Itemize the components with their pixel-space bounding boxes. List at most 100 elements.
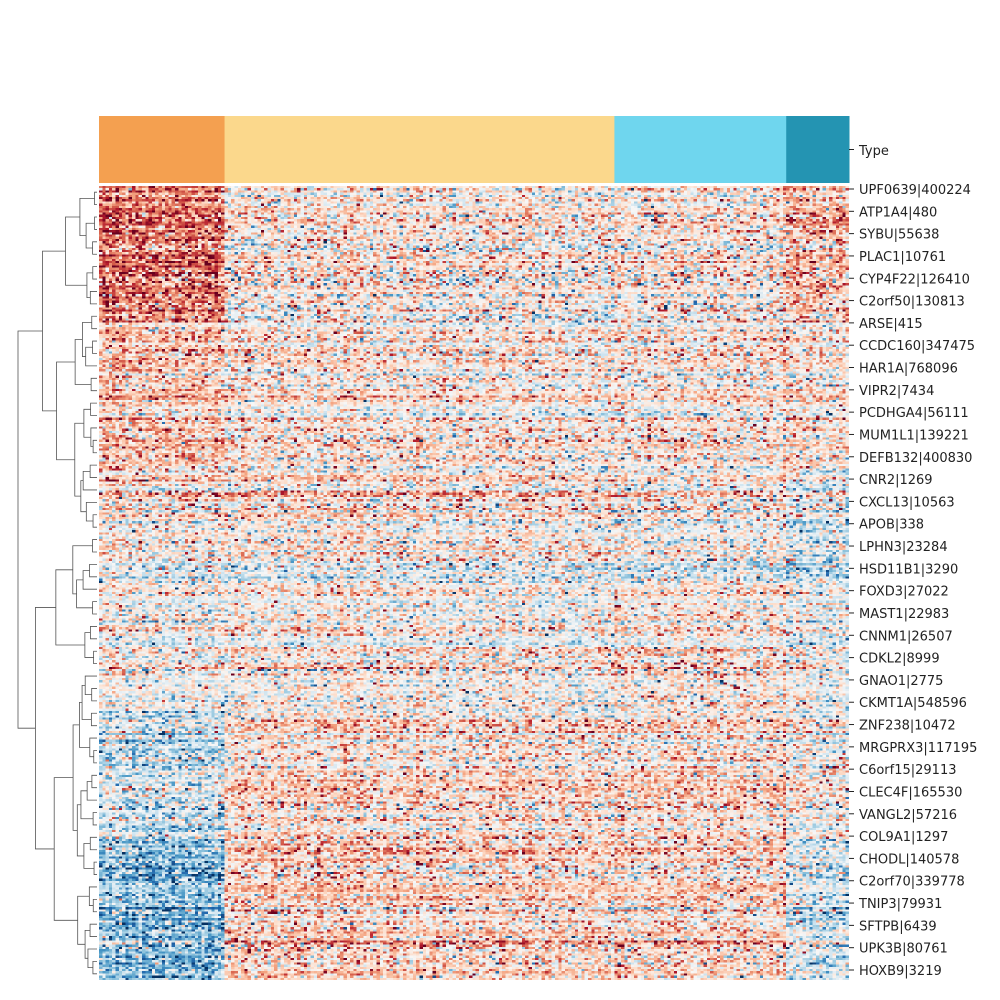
dendrogram-branch [76,804,84,857]
row-label: MAST1|22983 [859,607,949,622]
dendrogram-branch [90,427,97,447]
dendrogram-branch [89,737,97,758]
row-label: TNIP3|79931 [858,897,942,912]
dendrogram-branch [93,750,97,764]
dendrogram-branch [79,702,90,748]
row-label: HSD11B1|3290 [859,562,958,577]
row-label: CNR2|1269 [859,473,933,488]
annotation-label: Type [858,144,889,159]
dendrogram-branch [82,322,92,357]
dendrogram-branch [74,339,92,385]
dendrogram-branch [92,960,97,975]
dendrogram-branch [86,272,93,299]
heatmap-body [99,186,849,980]
dendrogram-branch [76,579,93,609]
dendrogram-branch [86,781,97,801]
row-label: PLAC1|10761 [859,250,946,265]
dendrogram-branch [35,607,56,850]
row-label: DEFB132|400830 [859,451,972,466]
row-label: VANGL2|57216 [859,808,957,823]
dendrogram-branch [74,422,84,497]
dendrogram-branch [85,501,97,522]
dendrogram-branch [72,545,93,595]
row-label: COL9A1|1297 [859,830,948,845]
dendrogram-branch [85,222,95,249]
row-label: LPHN3|23284 [859,540,948,555]
dendrogram-branch [77,895,90,945]
dendrogram-branch [92,514,97,528]
dendrogram-branch [92,812,97,826]
dendrogram-branch [89,464,97,478]
dendrogram-branch [53,777,78,921]
dendrogram-branch [56,361,76,461]
dendrogram-branch [90,377,97,392]
dendrogram-branch [65,216,87,286]
dendrogram-branch [89,836,97,851]
dendrogram-branch [84,675,97,696]
row-label: CXCL13|10563 [859,495,955,510]
dendrogram-branch [92,340,97,354]
dendrogram-branch [90,626,97,640]
row-label: SYBU|55638 [859,228,939,243]
dendrogram-branch [83,408,91,438]
row-tick-labels: UPF0639|400224 ATP1A4|480 SYBU|55638 PLAC1|… [849,183,977,979]
row-label: FOXD3|27022 [859,585,949,600]
dendrogram-branch [92,601,97,615]
row-label: CCDC160|347475 [859,339,975,354]
dendrogram-branch [94,191,97,206]
column-annotation-bar [99,116,854,183]
dendrogram-branch [93,650,97,665]
row-label: UPK3B|80761 [859,942,948,957]
dendrogram-branch [85,346,97,367]
row-label: ARSE|415 [859,317,923,332]
row-label: CYP4F22|126410 [859,272,970,287]
dendrogram-branch [81,684,92,720]
dendrogram-branch [92,898,97,913]
row-label: SFTPB|6439 [859,919,937,934]
row-label: CKMT1A|548596 [859,696,967,711]
row-label: C6orf15|29113 [859,763,957,778]
row-label: C2orf70|339778 [859,875,965,890]
dendrogram-branch [87,948,97,968]
row-label: ZNF238|10472 [859,719,956,734]
dendrogram-branch [92,241,97,255]
annotation-group-1 [99,116,226,183]
dendrogram-branch [92,266,97,280]
dendrogram-branch [17,330,43,729]
row-label: GNAO1|2775 [859,674,943,689]
dendrogram-branch [55,569,85,646]
row-label: MRGPRX3|117195 [859,741,977,756]
dendrogram-branch [72,724,80,831]
dendrogram-branch [89,563,97,578]
dendrogram-branch [82,570,97,590]
row-label: C2orf50|130813 [859,295,965,310]
row-dendrogram [17,191,97,975]
dendrogram-branch [89,923,97,937]
dendrogram-branch [88,886,97,906]
row-label: VIPR2|7434 [859,384,934,399]
dendrogram-branch [90,712,97,727]
dendrogram-branch [89,291,97,305]
dendrogram-branch [92,539,97,553]
dendrogram-branch [93,861,97,875]
row-label: CDKL2|8999 [859,652,940,667]
dendrogram-branch [94,216,97,230]
dendrogram-branch [91,315,97,330]
dendrogram-branch [42,250,66,412]
row-label: HAR1A|768096 [859,362,958,377]
dendrogram-branch [80,790,94,820]
dendrogram-branch [91,688,97,702]
dendrogram-branch [80,480,87,513]
annotation-group-2 [224,116,615,183]
dendrogram-branch [79,198,95,237]
dendrogram-branch [92,439,97,454]
dendrogram-branch [84,929,91,959]
row-label: ATP1A4|480 [859,205,937,220]
row-label: CHODL|140578 [859,852,959,867]
row-label: CNNM1|26507 [859,629,953,644]
dendrogram-branch [84,632,94,658]
dendrogram-branch [90,402,97,416]
heatmap-cells [99,186,849,980]
row-label: HOXB9|3219 [859,964,942,979]
